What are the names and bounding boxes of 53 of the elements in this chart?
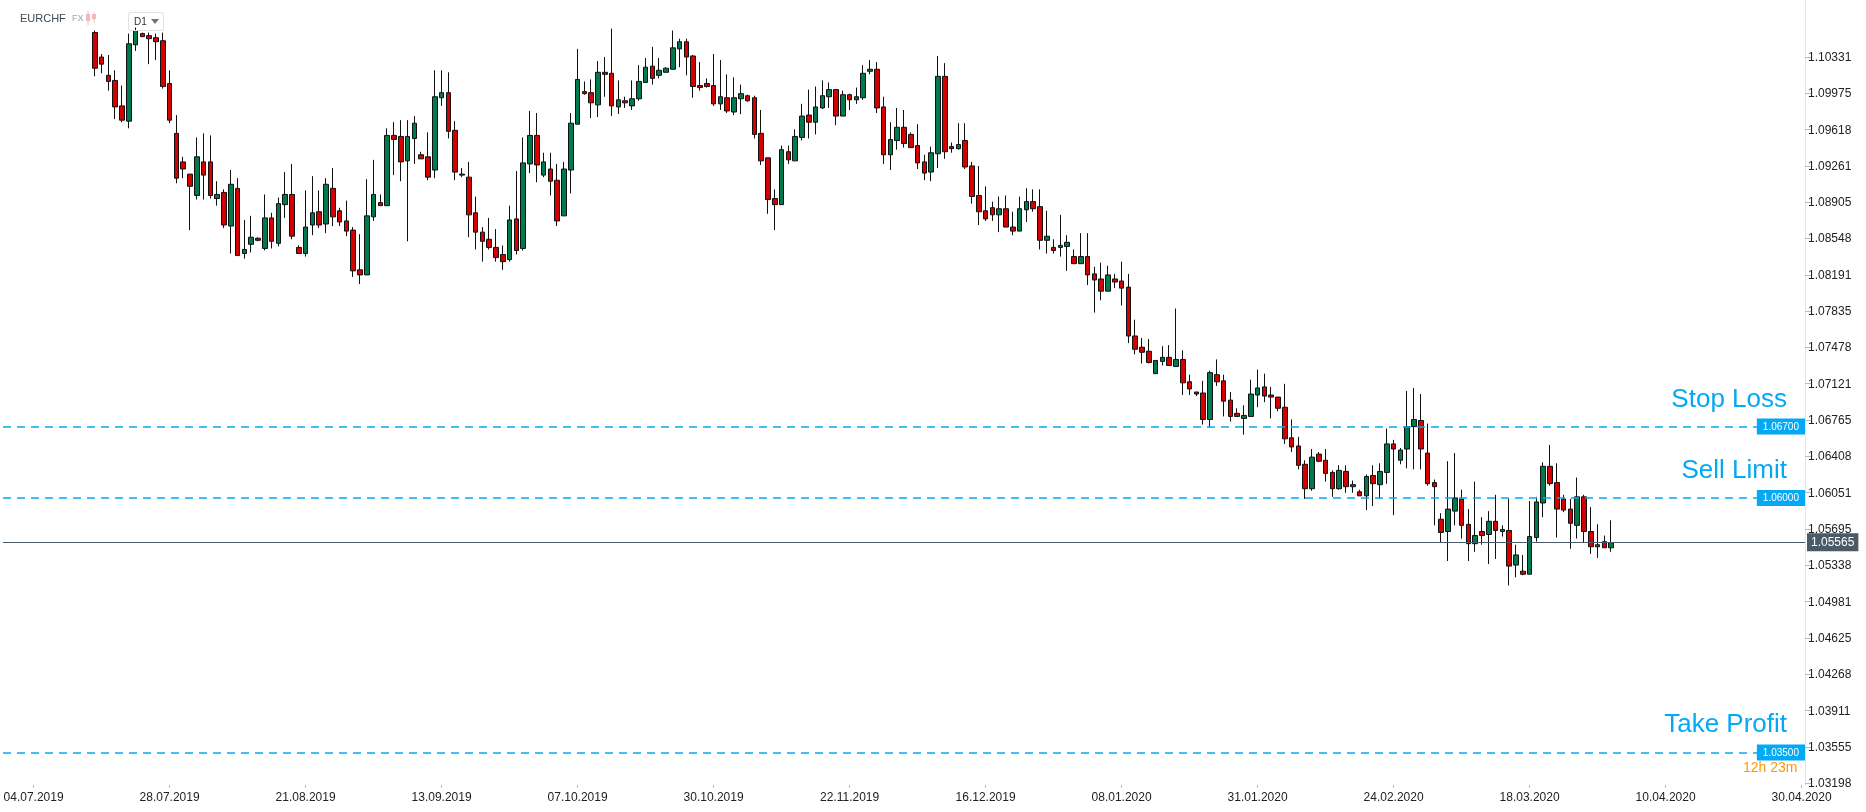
ref-line-label: 1.06700: [1762, 421, 1800, 433]
ref-line-label: 1.05565: [1811, 535, 1855, 550]
ref-line-label: 1.03500: [1762, 746, 1800, 758]
y-tick-label: 1.03555: [1808, 739, 1852, 754]
candlestick: [1357, 489, 1362, 497]
candlestick: [412, 115, 417, 165]
y-tick-label: 1.04981: [1808, 594, 1852, 609]
y-tick-label: 1.09261: [1808, 158, 1852, 173]
candlestick: [459, 167, 465, 178]
y-tick-label: 1.08191: [1808, 267, 1852, 282]
x-tick-label: 13.09.2019: [411, 790, 472, 804]
annotation: 12h 23m: [1743, 759, 1798, 775]
x-tick-label: 21.08.2019: [275, 790, 336, 804]
x-tick-label: 24.02.2020: [1363, 790, 1424, 804]
y-tick-label: 1.07478: [1808, 340, 1852, 355]
annotation: D1: [134, 16, 147, 27]
x-tick-label: 10.04.2020: [1635, 790, 1696, 804]
y-tick-label: 1.09975: [1808, 86, 1852, 101]
x-tick-label: 04.07.2019: [3, 790, 64, 804]
annotation: Take Profit: [1664, 708, 1788, 739]
x-tick-label: 18.03.2020: [1499, 790, 1560, 804]
y-tick-label: 1.07121: [1808, 376, 1852, 391]
y-tick-label: 1.06408: [1808, 449, 1852, 464]
y-tick-label: 1.06051: [1808, 485, 1852, 500]
text: EURCHF: [20, 12, 66, 24]
x-tick-label: 16.12.2019: [955, 790, 1016, 804]
x-tick-label: 07.10.2019: [547, 790, 608, 804]
x-tick-label: 08.01.2020: [1091, 790, 1152, 804]
y-tick-label: 1.03911: [1808, 703, 1851, 718]
candlestick: [1432, 479, 1437, 526]
y-tick-label: 1.08548: [1808, 231, 1852, 246]
y-tick-label: 1.03198: [1808, 776, 1852, 791]
y-tick-label: 1.04268: [1808, 667, 1852, 682]
candlestick: [1051, 238, 1056, 255]
candlestick: [242, 219, 247, 260]
annotation: Stop Loss: [1671, 382, 1788, 413]
y-tick-label: 1.06765: [1808, 412, 1852, 427]
text: FX: [72, 13, 84, 23]
y-tick-label: 1.10331: [1808, 49, 1852, 64]
y-tick-label: 1.08905: [1808, 195, 1852, 210]
annotation: Sell Limit: [1681, 453, 1788, 484]
y-tick-label: 1.05695: [1808, 521, 1852, 536]
y-tick-label: 1.09618: [1808, 122, 1852, 137]
y-tick-label: 1.07835: [1808, 304, 1852, 319]
x-tick-label: 31.01.2020: [1227, 790, 1288, 804]
y-tick-label: 1.04625: [1808, 630, 1852, 645]
y-tick-label: 1.05338: [1808, 558, 1852, 573]
x-tick-label: 30.04.2020: [1771, 790, 1832, 804]
candlestick: [1425, 423, 1430, 487]
ref-line-label: 1.06000: [1762, 492, 1800, 504]
x-tick-label: 22.11.2019: [820, 790, 880, 804]
x-tick-label: 30.10.2019: [683, 790, 744, 804]
x-tick-label: 28.07.2019: [139, 790, 200, 804]
